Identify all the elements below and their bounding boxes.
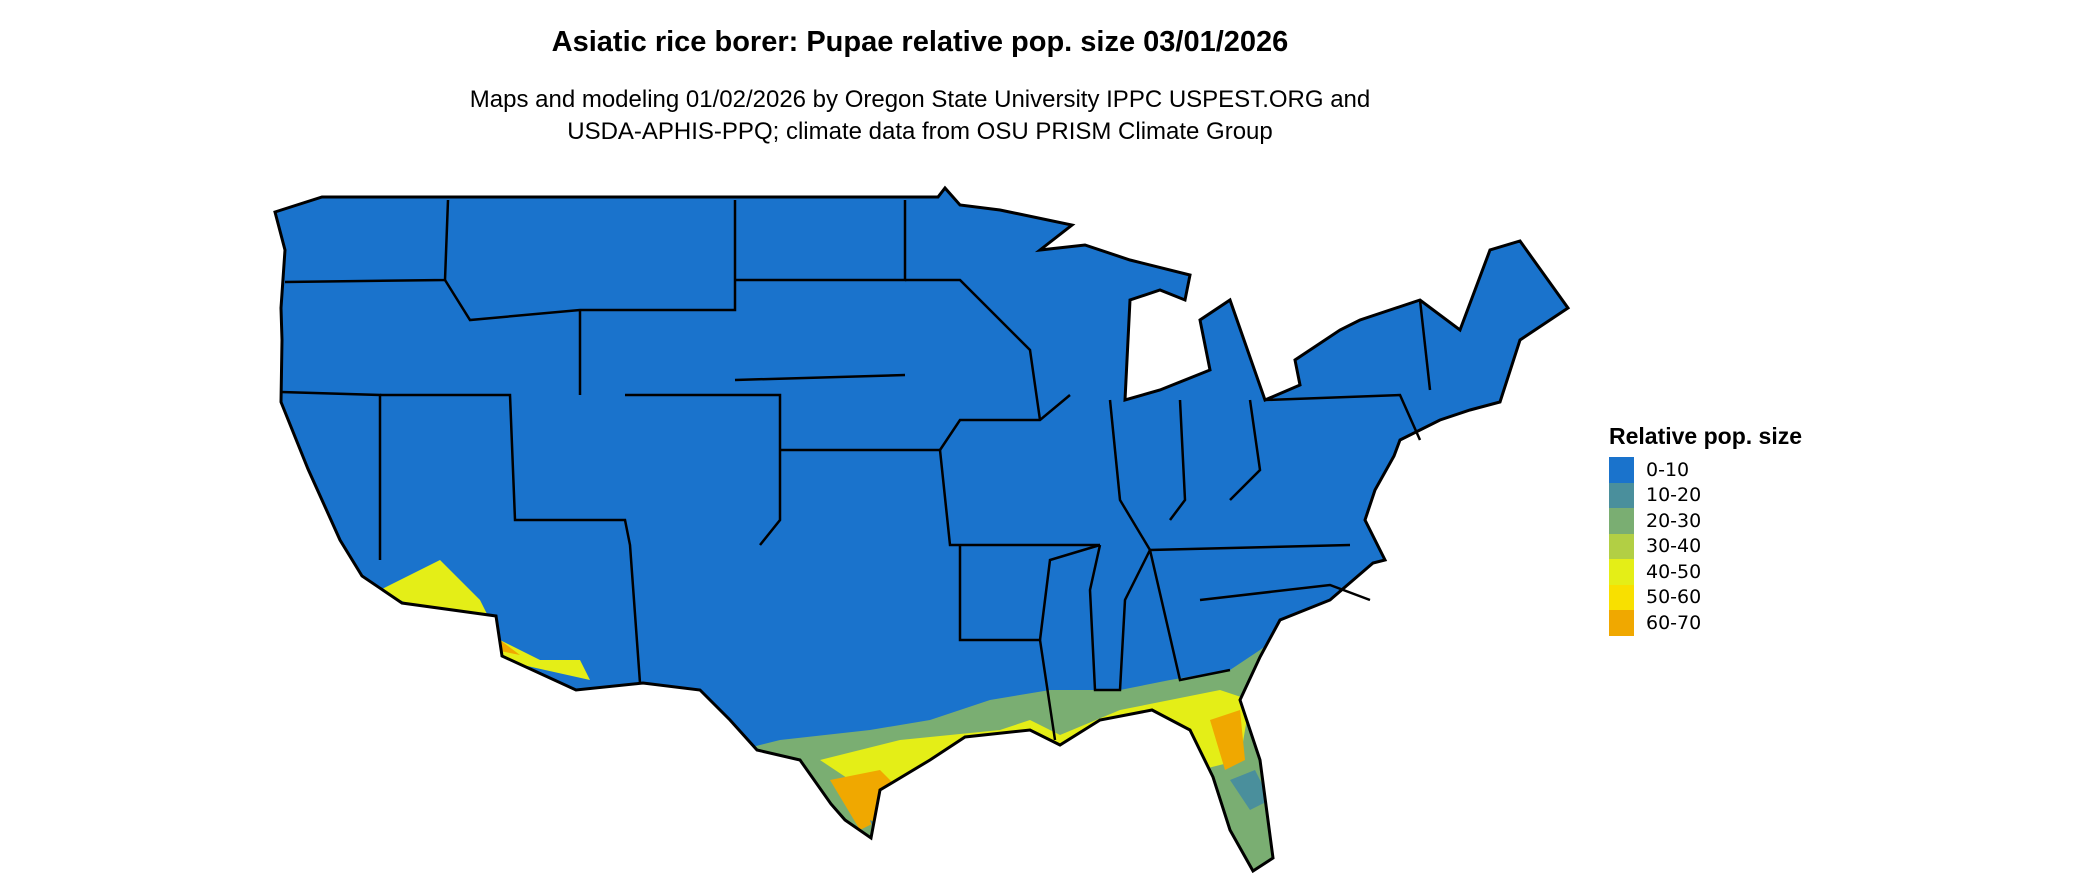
map-title: Asiatic rice borer: Pupae relative pop. … [551, 26, 1289, 58]
legend-item: 50-60 [1609, 584, 1802, 610]
legend-swatch [1609, 559, 1634, 585]
legend-label: 50-60 [1646, 586, 1702, 609]
legend: Relative pop. size 0-10 10-20 20-30 30-40 40… [1609, 423, 1802, 636]
legend-swatch [1609, 508, 1634, 534]
legend-item: 0-10 [1609, 457, 1802, 483]
legend-swatch [1609, 533, 1634, 559]
legend-item: 40-50 [1609, 559, 1802, 585]
legend-swatch [1609, 584, 1634, 610]
legend-swatch [1609, 457, 1634, 483]
legend-label: 20-30 [1646, 509, 1702, 532]
subtitle-line-1: Maps and modeling 01/02/2026 by Oregon S… [469, 86, 1371, 113]
subtitle-line-2: USDA-APHIS-PPQ; climate data from OSU PR… [567, 118, 1273, 145]
legend-title: Relative pop. size [1609, 423, 1803, 449]
legend-swatch [1609, 482, 1634, 508]
legend-label: 10-20 [1646, 484, 1702, 507]
legend-label: 40-50 [1646, 560, 1702, 583]
legend-swatch [1609, 610, 1634, 636]
band-10-20 [870, 770, 1270, 850]
legend-item: 20-30 [1609, 508, 1802, 534]
legend-item: 10-20 [1609, 482, 1802, 508]
state-boundaries [280, 199, 1432, 741]
us-base-fill [275, 188, 1568, 871]
legend-label: 60-70 [1646, 611, 1702, 634]
legend-label: 0-10 [1646, 458, 1690, 481]
band-60-70 [830, 710, 1245, 830]
legend-label: 30-40 [1646, 535, 1702, 558]
map-subtitle: Maps and modeling 01/02/2026 by Oregon S… [0, 84, 1840, 148]
legend-item: 60-70 [1609, 610, 1802, 636]
legend-item: 30-40 [1609, 533, 1802, 559]
